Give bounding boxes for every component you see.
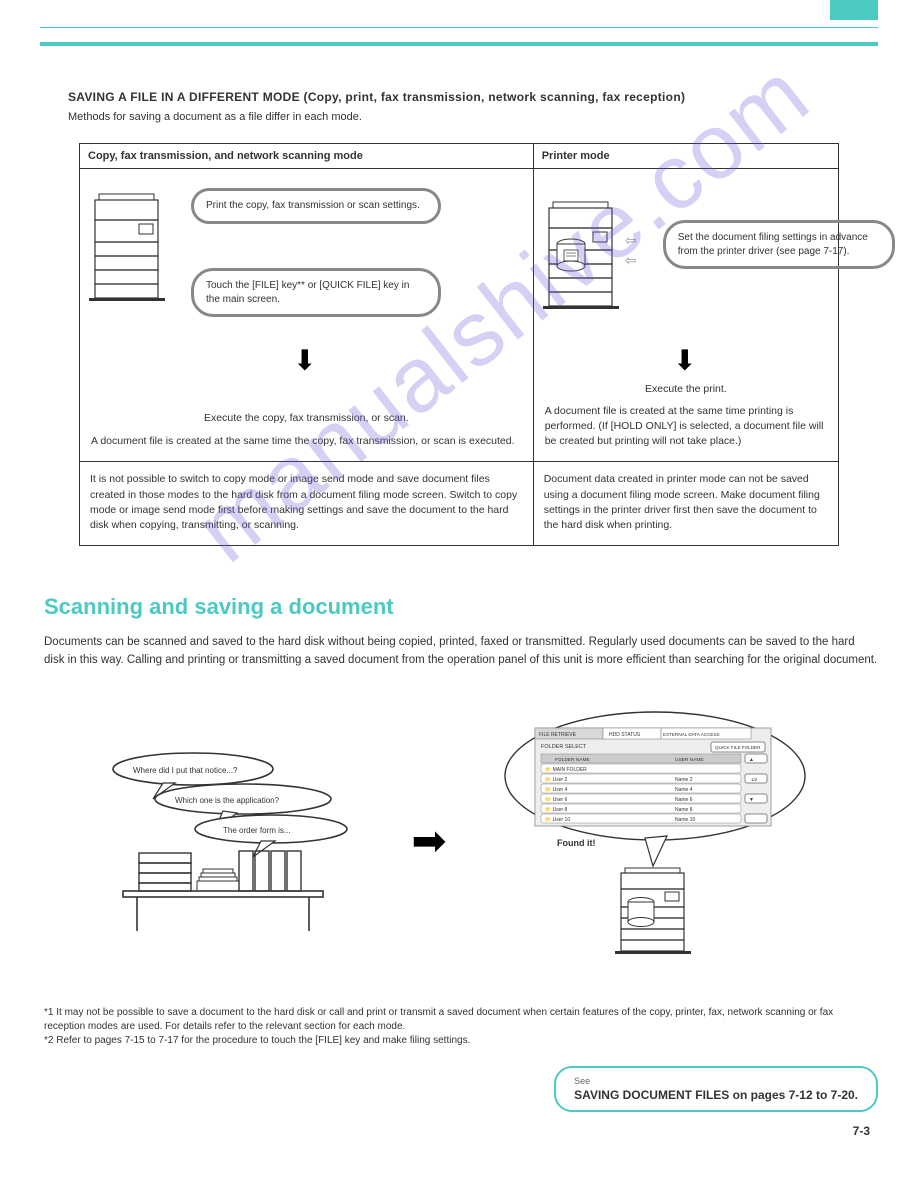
right-summary-text: A document file is created at the same t… — [545, 404, 827, 448]
footnote-text: *1 It may not be possible to save a docu… — [44, 1006, 874, 1048]
left-action-text: Execute the copy, fax transmission, or s… — [91, 411, 522, 426]
arrow-down-icon: ➡ — [290, 348, 323, 371]
svg-text:HDD STATUS: HDD STATUS — [609, 732, 641, 738]
illustration-row: Where did I put that notice...? Which on… — [40, 706, 878, 976]
svg-text:EXTERNAL DATA ACCESS: EXTERNAL DATA ACCESS — [663, 732, 720, 737]
right-action-text: Execute the print. — [545, 382, 827, 397]
svg-text:Name 10: Name 10 — [675, 817, 696, 823]
arrow-left-icon: ⇦ — [625, 232, 637, 249]
svg-text:Found it!: Found it! — [557, 838, 595, 848]
printer-icon — [89, 192, 167, 322]
arrow-left-icon: ⇦ — [625, 252, 637, 269]
table-note-right: Document data created in printer mode ca… — [533, 462, 838, 546]
left-bubble-top: Print the copy, fax transmission or scan… — [191, 188, 441, 224]
table-note-left: It is not possible to switch to copy mod… — [80, 462, 534, 546]
right-arrow-caption: Execute the print. A document file is cr… — [545, 382, 827, 449]
printer-with-hdd-icon — [543, 200, 621, 330]
desk-label-1: Where did I put that notice...? — [133, 766, 238, 775]
svg-text:Name 2: Name 2 — [675, 777, 693, 783]
left-summary-text: A document file is created at the same t… — [91, 434, 522, 449]
panel-row: 📁 MAIN FOLDER — [541, 764, 741, 773]
svg-text:📁 User 2: 📁 User 2 — [545, 777, 568, 783]
svg-text:▼: ▼ — [749, 797, 754, 803]
section-body: Documents can be scanned and saved to th… — [44, 634, 878, 670]
intro-body: Methods for saving a document as a file … — [68, 110, 878, 125]
svg-text:Name 6: Name 6 — [675, 797, 693, 803]
arrow-down-icon: ➡ — [669, 348, 702, 371]
see-also-caption: See — [574, 1076, 858, 1086]
svg-text:FOLDER SELECT: FOLDER SELECT — [541, 744, 587, 750]
svg-text:📁 MAIN FOLDER: 📁 MAIN FOLDER — [545, 767, 587, 773]
intro-title: SAVING A FILE IN A DIFFERENT MODE (Copy,… — [68, 90, 878, 104]
table-header-right: Printer mode — [533, 144, 838, 169]
chapter-tab — [830, 0, 878, 20]
printer-screen-illustration: FILE RETRIEVE HDD STATUS EXTERNAL DATA A… — [495, 706, 815, 976]
svg-text:Name 8: Name 8 — [675, 807, 693, 813]
left-arrow-caption: Execute the copy, fax transmission, or s… — [91, 411, 522, 448]
mode-comparison-table: Copy, fax transmission, and network scan… — [79, 143, 839, 546]
see-also-block: See SAVING DOCUMENT FILES on pages 7-12 … — [40, 1066, 878, 1112]
svg-text:▲: ▲ — [749, 757, 754, 763]
arrow-right-icon: ➡ — [411, 816, 446, 865]
svg-text:📁 User 6: 📁 User 6 — [545, 797, 568, 803]
section-heading: Scanning and saving a document — [44, 594, 878, 620]
page-number: 7-3 — [853, 1124, 870, 1138]
see-also-button[interactable]: See SAVING DOCUMENT FILES on pages 7-12 … — [554, 1066, 878, 1112]
see-also-label: SAVING DOCUMENT FILES on pages 7-12 to 7… — [574, 1088, 858, 1102]
svg-text:USER NAME: USER NAME — [675, 757, 704, 763]
left-bubble-bottom: Touch the [FILE] key** or [QUICK FILE] k… — [191, 268, 441, 317]
desk-illustration: Where did I put that notice...? Which on… — [103, 741, 363, 941]
svg-text:1/2: 1/2 — [751, 777, 758, 782]
svg-text:FOLDER NAME: FOLDER NAME — [555, 757, 590, 763]
svg-text:📁 User 4: 📁 User 4 — [545, 787, 568, 793]
page-header — [40, 0, 878, 60]
svg-text:QUICK FILE FOLDER: QUICK FILE FOLDER — [715, 745, 761, 750]
table-cell-left-diagram: Print the copy, fax transmission or scan… — [81, 170, 532, 460]
svg-text:Name 4: Name 4 — [675, 787, 693, 793]
desk-label-2: Which one is the application? — [175, 796, 280, 805]
svg-text:📁 User 8: 📁 User 8 — [545, 807, 568, 813]
table-cell-right-diagram: ⇦ ⇦ Set the document filing settings in … — [535, 170, 837, 460]
table-header-left: Copy, fax transmission, and network scan… — [80, 144, 534, 169]
right-bubble: Set the document filing settings in adva… — [663, 220, 895, 269]
desk-label-3: The order form is... — [223, 826, 291, 835]
svg-text:📁 User 10: 📁 User 10 — [545, 817, 570, 823]
svg-text:FILE RETRIEVE: FILE RETRIEVE — [539, 732, 577, 738]
